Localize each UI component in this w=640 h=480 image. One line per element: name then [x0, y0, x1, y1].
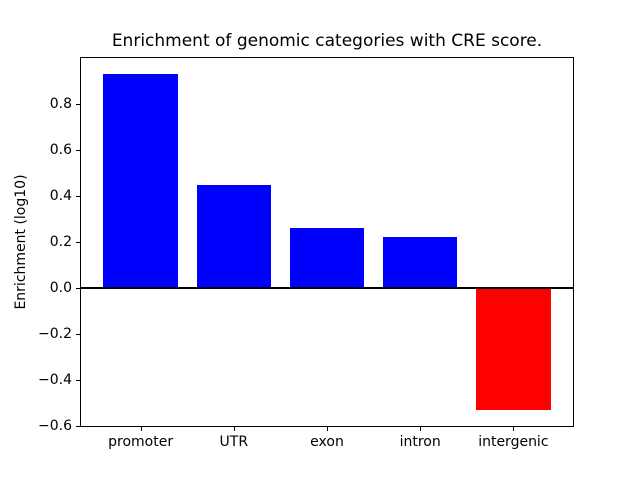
y-tick-label: −0.2 — [38, 326, 72, 342]
x-tick-label-intron: intron — [399, 434, 441, 450]
bar-UTR — [196, 184, 272, 288]
bar-promoter — [103, 74, 178, 288]
bar-intron — [382, 237, 458, 288]
y-tick-mark — [76, 196, 80, 197]
y-tick-label: 0.0 — [49, 280, 72, 296]
y-tick-label: 0.6 — [49, 142, 72, 158]
x-tick-mark-promoter — [140, 427, 142, 431]
y-tick-mark — [76, 150, 80, 151]
y-tick-label: 0.2 — [49, 234, 72, 250]
x-tick-mark-intergenic — [513, 427, 515, 431]
x-tick-label-promoter: promoter — [108, 434, 174, 450]
y-tick-label: −0.4 — [38, 372, 72, 388]
x-tick-mark-intron — [420, 427, 422, 431]
x-tick-mark-exon — [327, 427, 328, 431]
bar-intergenic — [476, 288, 551, 410]
x-tick-label-UTR: UTR — [219, 434, 249, 450]
y-tick-mark — [76, 334, 80, 335]
x-tick-mark-UTR — [233, 427, 235, 431]
y-tick-label: 0.4 — [49, 188, 72, 204]
y-tick-label: 0.8 — [49, 96, 72, 112]
y-tick-label: −0.6 — [38, 418, 72, 434]
y-tick-mark — [76, 426, 80, 427]
y-tick-mark — [76, 380, 80, 381]
y-tick-mark — [76, 288, 80, 289]
plot-area: promoter UTR exon intron intergenic 0.8 0.6 0.4… — [38, 57, 574, 450]
chart-title: Enrichment of genomic categories with CR… — [111, 31, 543, 51]
bar-exon — [289, 228, 365, 288]
y-axis-label: Enrichment (log10) — [13, 174, 29, 310]
x-tick-label-exon: exon — [310, 434, 344, 450]
zero-line — [81, 287, 573, 289]
y-tick-mark — [76, 104, 80, 105]
x-tick-label-intergenic: intergenic — [478, 434, 549, 450]
y-tick-mark — [76, 242, 80, 243]
